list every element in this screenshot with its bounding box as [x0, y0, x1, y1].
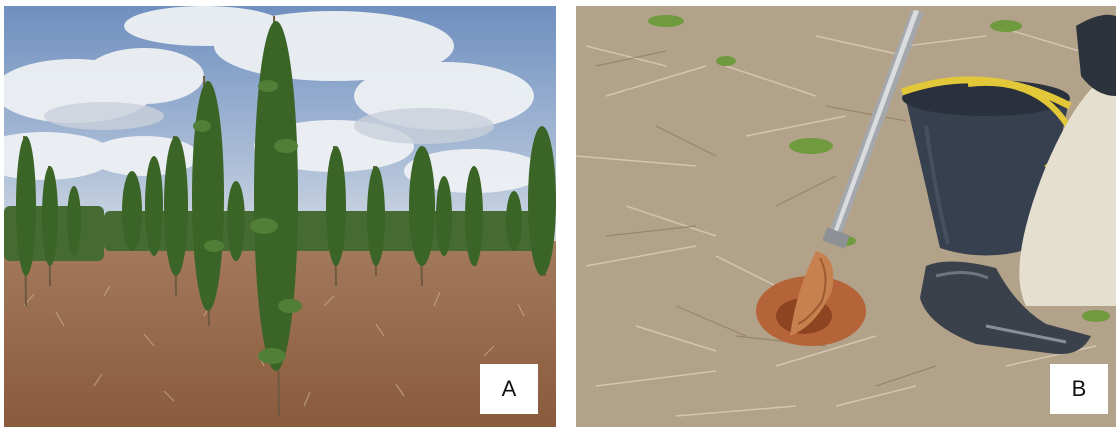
photo-panel-b: B [576, 6, 1116, 427]
bucket [900, 76, 1072, 256]
young-tree-rows [16, 15, 556, 417]
weeds [648, 15, 1110, 322]
soil-auger [790, 10, 924, 336]
photo-panel-a: A [4, 6, 556, 427]
soil-sampling-photo [576, 6, 1116, 427]
panel-label-b: B [1050, 364, 1108, 414]
person-leg-and-boot [920, 14, 1116, 355]
plantation-photo [4, 6, 556, 427]
panel-label-a: A [480, 364, 538, 414]
